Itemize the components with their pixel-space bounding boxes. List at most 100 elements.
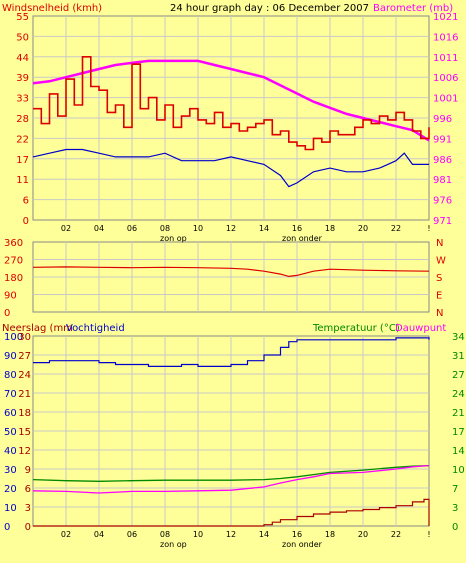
sunrise-label: zon op [160,234,187,243]
direction-y-tick-label: 90 [4,291,17,302]
barometer-y-tick-label: 976 [433,196,452,207]
wind-x-tick-label: 06 [127,224,137,233]
rain-x-tick-label: 12 [226,530,236,539]
wind-x-tick-label: ! [427,224,430,233]
rain-y-tick-label: 6 [25,484,31,495]
direction-y-tick-label: 0 [4,308,10,319]
wind-x-tick-label: 20 [358,224,368,233]
humidity-y-tick-label: 10 [4,503,17,514]
humidity-y-tick-label: 70 [4,389,17,400]
barometer-y-tick-label: 981 [433,175,452,186]
barometer-y-tick-label: 986 [433,155,452,166]
rain-y-tick-label: 21 [18,389,31,400]
humidity-y-tick-label: 50 [4,427,17,438]
chart-title: 24 hour graph day : 06 December 2007 [170,3,369,14]
wind-y-tick-label: 17 [16,155,29,166]
barometer-y-tick-label: 1006 [433,73,458,84]
wind-x-tick-label: 18 [325,224,335,233]
direction-compass-label: S [436,273,442,284]
tick-label-layer: 02 04 06 08 10 12 14 16 18 20 22 !02 04 06 08 10 12 14 16 1… [4,12,465,539]
rain-x-tick-label: 04 [94,530,104,539]
series-layer [32,56,430,527]
rain-y-tick-label: 12 [18,446,31,457]
barometer-y-tick-label: 991 [433,134,452,145]
dewpoint-line [32,464,430,494]
wind-x-tick-label: 12 [226,224,236,233]
rain-y-tick-label: 27 [18,351,31,362]
rain-axis-label: Neerslag (mm [2,323,73,334]
wind-speed-line [32,148,429,188]
barometer-y-tick-label: 1016 [433,32,458,43]
wind-y-tick-label: 50 [16,32,29,43]
temperature-line [32,464,430,482]
rain-x-tick-label: 02 [61,530,71,539]
wind-x-tick-label: 08 [160,224,170,233]
temperature-y-tick-label: 27 [452,370,465,381]
rain-x-tick-label: ! [427,530,430,539]
sunset-label-bottom: zon onder [282,540,323,549]
sunrise-label-bottom: zon op [160,540,187,549]
rain-x-tick-label: 14 [259,530,269,539]
barometer-axis-label: Barometer (mb) [373,3,453,14]
humidity-axis-label: Vochtigheid [66,323,125,334]
direction-y-tick-label: 360 [4,238,23,249]
rain-y-tick-label: 18 [18,408,31,419]
barometer-line [32,59,430,142]
temperature-axis-label: Temperatuur (°C) [312,323,400,334]
temperature-y-tick-label: 24 [452,389,465,400]
wind-x-tick-label: 04 [94,224,104,233]
humidity-y-tick-label: 80 [4,370,17,381]
barometer-y-tick-label: 996 [433,114,452,125]
sunset-label: zon onder [282,234,323,243]
barometer-y-tick-label: 1011 [433,53,458,64]
temperature-y-tick-label: 7 [452,484,458,495]
grid-layer [33,16,429,526]
humidity-y-tick-label: 90 [4,351,17,362]
rain-line [33,498,430,527]
rain-y-tick-label: 0 [25,522,31,533]
temperature-y-tick-label: 0 [452,522,458,533]
humidity-y-tick-label: 0 [4,522,10,533]
barometer-y-tick-label: 1021 [433,12,458,23]
temperature-y-tick-label: 14 [452,446,465,457]
dewpoint-axis-label: Dauwpunt [395,323,446,334]
rain-x-tick-label: 16 [292,530,302,539]
temperature-y-tick-label: 3 [452,503,458,514]
direction-y-tick-label: 180 [4,273,23,284]
rain-x-tick-label: 10 [193,530,203,539]
rain-x-tick-label: 08 [160,530,170,539]
humidity-line [33,337,430,367]
rain-x-tick-label: 20 [358,530,368,539]
humidity-y-tick-label: 40 [4,446,17,457]
wind-y-tick-label: 22 [16,134,29,145]
wind-x-tick-label: 02 [61,224,71,233]
rain-y-tick-label: 9 [25,465,31,476]
rain-y-tick-label: 15 [18,427,31,438]
temperature-y-tick-label: 31 [452,351,465,362]
humidity-y-tick-label: 30 [4,465,17,476]
humidity-y-tick-label: 60 [4,408,17,419]
wind-x-tick-label: 10 [193,224,203,233]
humidity-y-tick-label: 100 [4,332,23,343]
wind-y-tick-label: 6 [23,196,29,207]
direction-compass-label: E [436,291,442,302]
barometer-y-tick-label: 971 [433,216,452,227]
wind-y-tick-label: 11 [16,175,29,186]
rain-y-tick-label: 3 [25,503,31,514]
wind-x-tick-label: 22 [391,224,401,233]
temperature-y-tick-label: 17 [452,427,465,438]
wind-gust-line [33,56,430,151]
wind-y-tick-label: 55 [16,12,29,23]
wind-y-tick-label: 0 [23,216,29,227]
wind-direction-line [32,266,430,278]
wind-x-tick-label: 14 [259,224,269,233]
wind-y-tick-label: 28 [16,114,29,125]
rain-y-tick-label: 24 [18,370,31,381]
temperature-y-tick-label: 34 [452,332,465,343]
wind-axis-label: Windsnelheid (kmh) [2,3,102,14]
wind-x-tick-label: 16 [292,224,302,233]
rain-x-tick-label: 22 [391,530,401,539]
wind-y-tick-label: 33 [16,94,29,105]
